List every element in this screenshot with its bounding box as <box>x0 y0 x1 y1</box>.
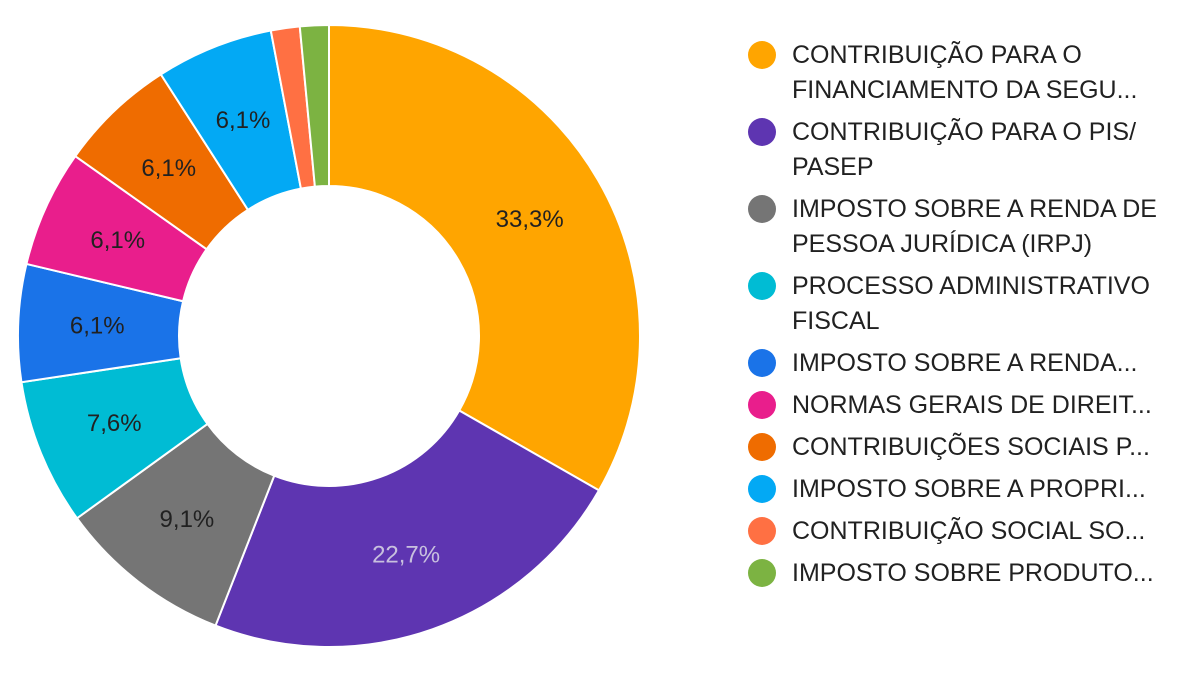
donut-chart: 33,3% 22,7% 9,1% 7,6% 6,1% 6,1% 6,1% 6,1% <box>17 23 641 648</box>
legend-item-6[interactable]: CONTRIBUIÇÕES SOCIAIS P... <box>748 430 1188 465</box>
legend-label-1: CONTRIBUIÇÃO PARA O PIS/ PASEP <box>792 118 1137 181</box>
legend-label-8: CONTRIBUIÇÃO SOCIAL SO... <box>792 517 1146 545</box>
legend-swatch-0 <box>748 41 776 69</box>
legend-item-1[interactable]: CONTRIBUIÇÃO PARA O PIS/ PASEP <box>748 115 1188 185</box>
slice-1 <box>214 409 601 648</box>
legend-label-4: IMPOSTO SOBRE A RENDA... <box>792 349 1138 377</box>
legend-label-9: IMPOSTO SOBRE PRODUTO... <box>792 559 1154 587</box>
legend-label-6: CONTRIBUIÇÕES SOCIAIS P... <box>792 433 1150 461</box>
legend-swatch-2 <box>748 195 776 223</box>
legend-item-8[interactable]: CONTRIBUIÇÃO SOCIAL SO... <box>748 514 1188 549</box>
legend-label-7: IMPOSTO SOBRE A PROPRI... <box>792 475 1146 503</box>
slice-0 <box>328 23 641 492</box>
slice-label-5: 6,1% <box>90 227 145 254</box>
legend-swatch-9 <box>748 559 776 587</box>
legend-swatch-5 <box>748 391 776 419</box>
legend-item-5[interactable]: NORMAS GERAIS DE DIREIT... <box>748 388 1188 423</box>
legend-swatch-3 <box>748 272 776 300</box>
slice-label-0: 33,3% <box>496 206 564 233</box>
legend-label-0: CONTRIBUIÇÃO PARA O FINANCIAMENTO DA SEG… <box>792 41 1138 104</box>
legend-item-0[interactable]: CONTRIBUIÇÃO PARA O FINANCIAMENTO DA SEG… <box>748 38 1188 108</box>
slice-label-4: 6,1% <box>70 313 125 340</box>
legend-swatch-8 <box>748 517 776 545</box>
legend-swatch-4 <box>748 349 776 377</box>
slice-9 <box>298 23 330 188</box>
slice-label-1: 22,7% <box>372 541 440 568</box>
slice-label-7: 6,1% <box>216 107 271 134</box>
legend-item-4[interactable]: IMPOSTO SOBRE A RENDA... <box>748 346 1188 381</box>
slice-label-6: 6,1% <box>141 155 196 182</box>
slice-label-3: 7,6% <box>87 410 142 437</box>
legend-swatch-6 <box>748 433 776 461</box>
legend-label-5: NORMAS GERAIS DE DIREIT... <box>792 391 1152 419</box>
legend-label-3: PROCESSO ADMINISTRATIVO FISCAL <box>792 272 1150 335</box>
legend-label-2: IMPOSTO SOBRE A RENDA DE PESSOA JURÍDICA… <box>792 195 1157 258</box>
donut-slices <box>17 23 641 648</box>
chart-legend: CONTRIBUIÇÃO PARA O FINANCIAMENTO DA SEG… <box>748 38 1188 598</box>
legend-item-7[interactable]: IMPOSTO SOBRE A PROPRI... <box>748 472 1188 507</box>
legend-item-3[interactable]: PROCESSO ADMINISTRATIVO FISCAL <box>748 269 1188 339</box>
legend-item-9[interactable]: IMPOSTO SOBRE PRODUTO... <box>748 556 1188 591</box>
slice-labels: 33,3% 22,7% 9,1% 7,6% 6,1% 6,1% 6,1% 6,1% <box>70 107 564 568</box>
legend-item-2[interactable]: IMPOSTO SOBRE A RENDA DE PESSOA JURÍDICA… <box>748 192 1188 262</box>
slice-label-2: 9,1% <box>160 506 215 533</box>
legend-swatch-1 <box>748 118 776 146</box>
legend-swatch-7 <box>748 475 776 503</box>
